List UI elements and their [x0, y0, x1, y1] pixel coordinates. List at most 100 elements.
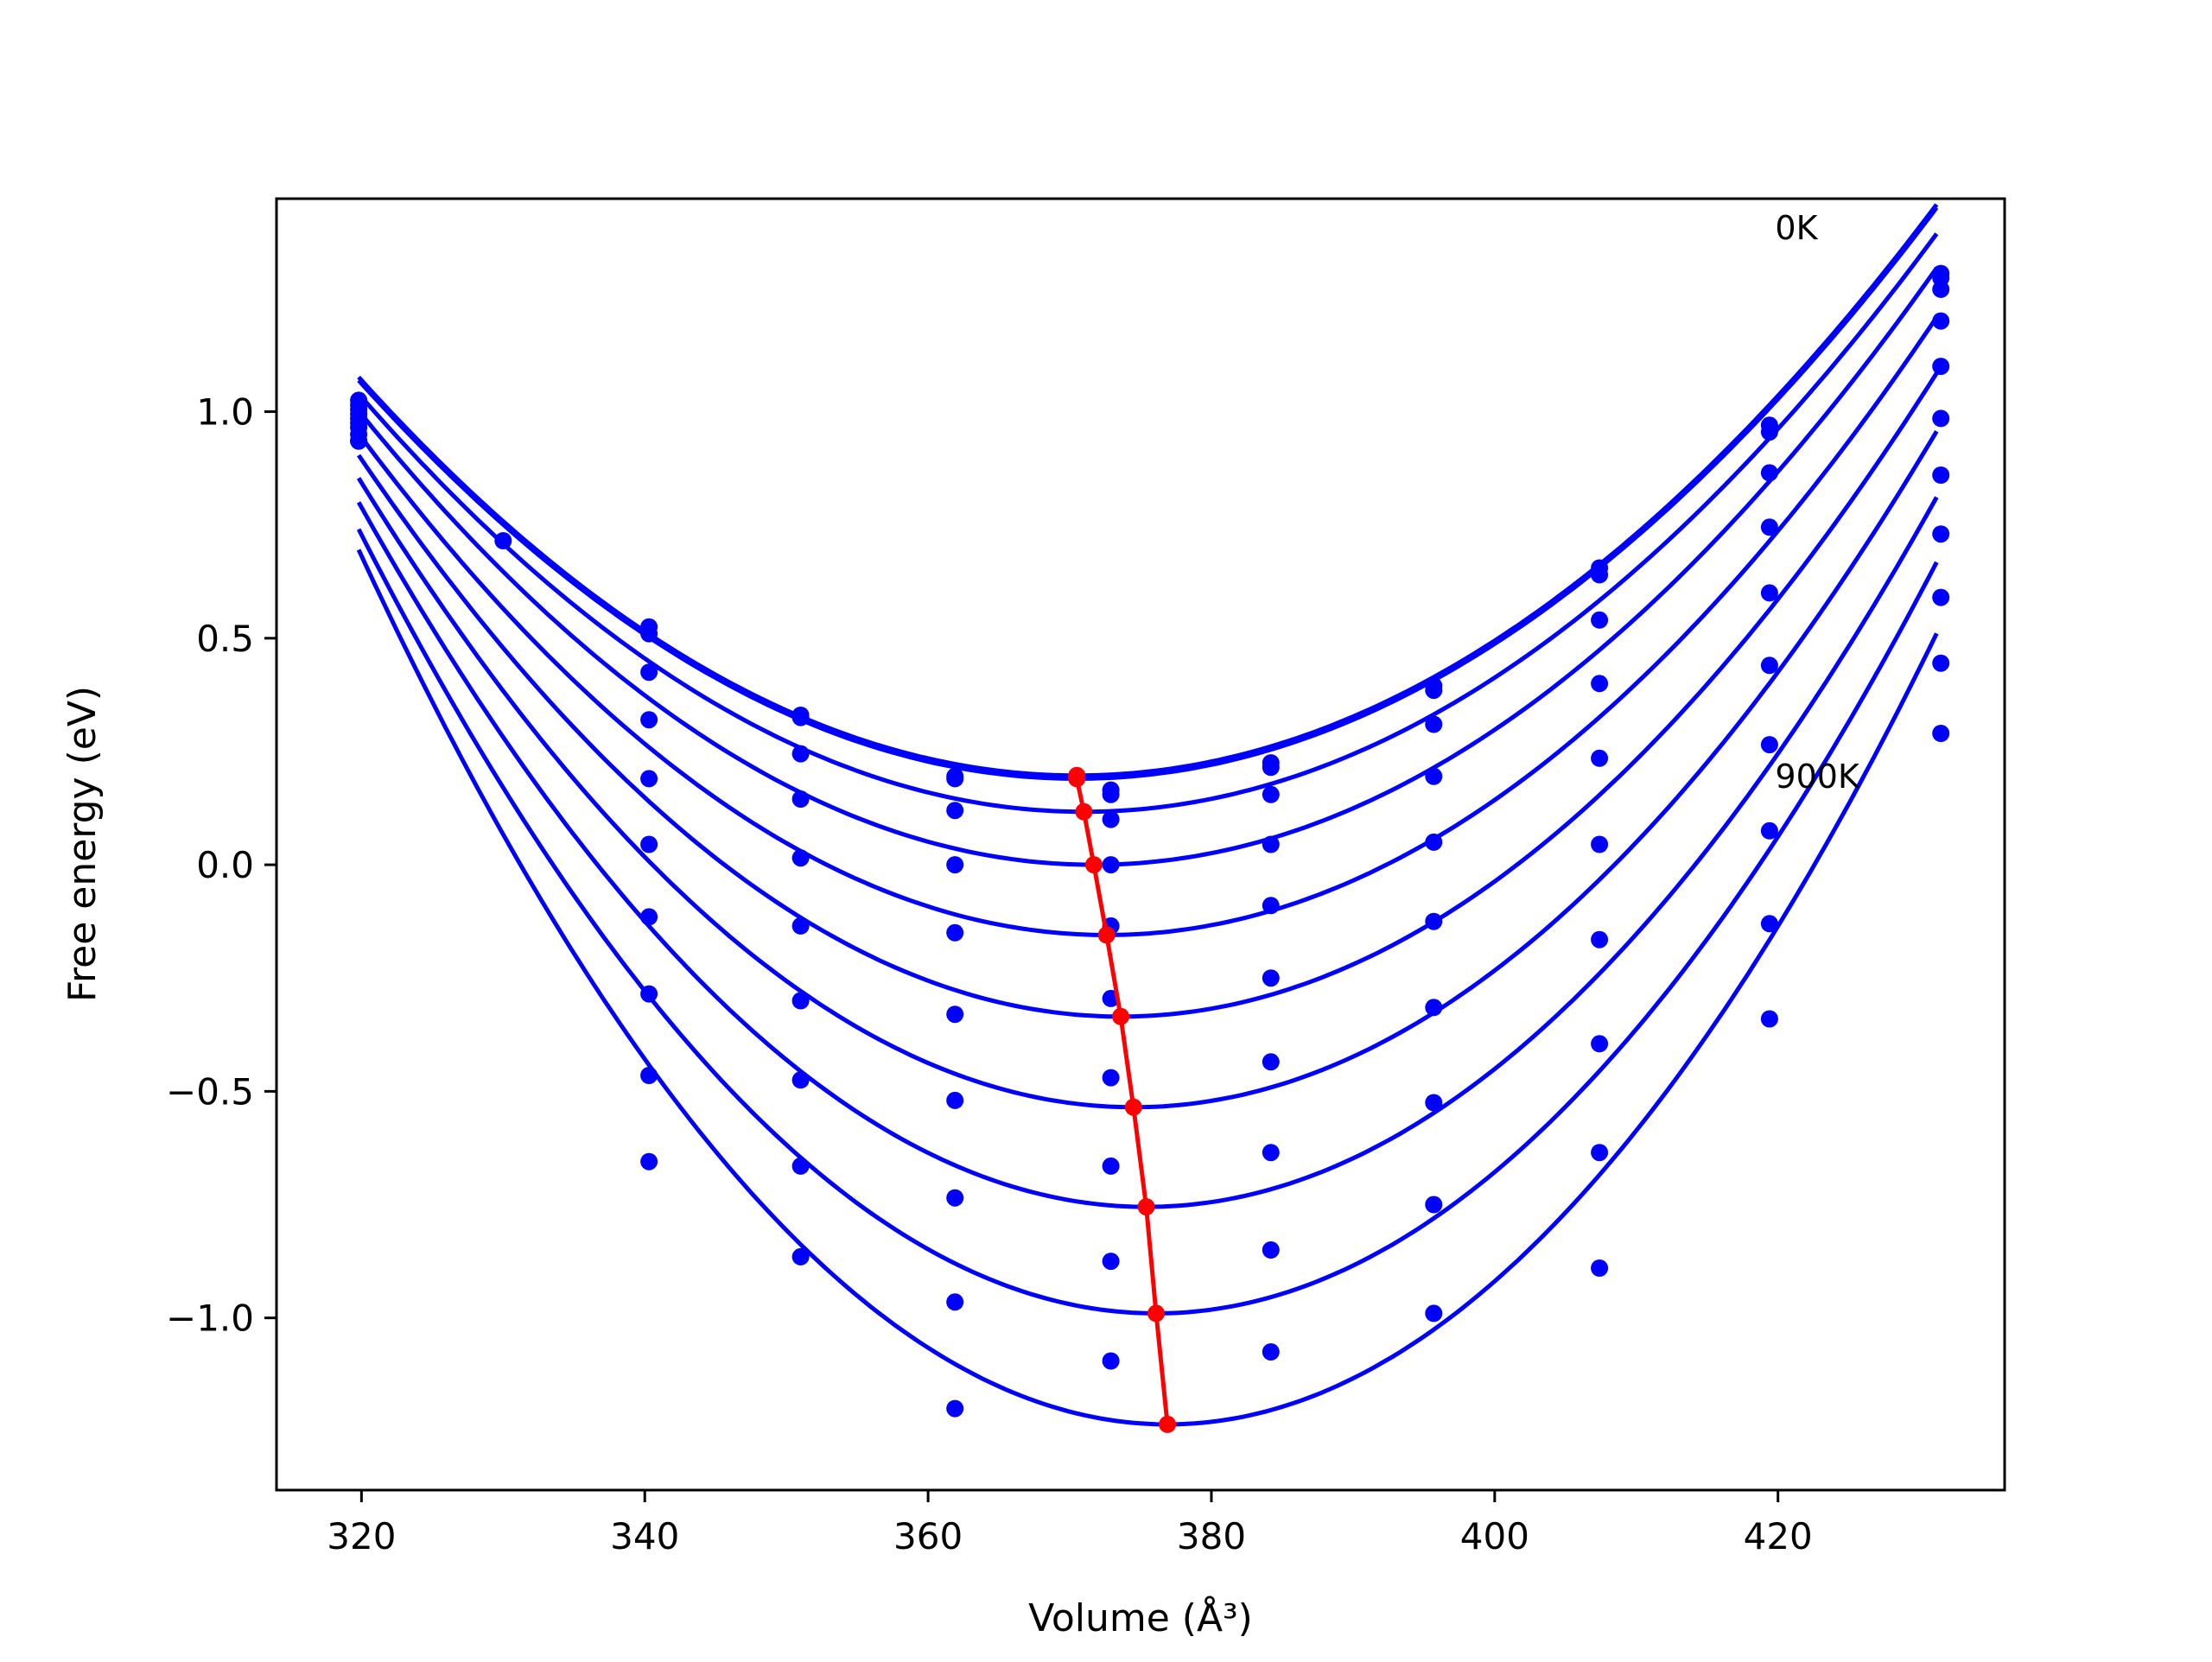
data-point-4-6	[1425, 833, 1443, 851]
data-point-6-2	[791, 992, 810, 1010]
data-point-7-9	[1932, 525, 1950, 543]
plot-frame	[275, 197, 2006, 1492]
minimum-point-9	[1159, 1415, 1177, 1433]
data-point-1-7	[1591, 566, 1609, 584]
data-point-1-1	[640, 625, 658, 643]
data-point-1-4	[1102, 785, 1120, 803]
minimum-point-3	[1084, 856, 1103, 874]
data-point-6-4	[1102, 1069, 1120, 1087]
x-tick-label-3: 380	[1177, 1515, 1246, 1557]
data-point-7-2	[791, 1071, 810, 1089]
data-point-5-2	[791, 917, 810, 935]
data-point-9-4	[1102, 1352, 1120, 1370]
data-point-9-7	[1591, 1259, 1609, 1277]
data-point-8-1	[640, 1067, 658, 1084]
data-point-8-5	[1262, 1241, 1280, 1259]
x-tick-label-5: 420	[1744, 1515, 1813, 1557]
x-tick-label-0: 320	[327, 1515, 396, 1557]
x-tick-label-2: 360	[893, 1515, 963, 1557]
data-point-0-1	[494, 532, 512, 549]
data-point-3-1	[640, 711, 658, 729]
minimum-point-6	[1124, 1098, 1142, 1116]
data-point-2-6	[1425, 715, 1443, 733]
data-point-7-1	[640, 985, 658, 1003]
data-point-7-3	[946, 1189, 964, 1207]
data-point-10-0	[1932, 725, 1950, 742]
data-point-6-5	[1262, 1053, 1280, 1071]
axis-ticks: 320 340 360 380 400 420 −1.0 −0.5 0.0 0.5 1.0	[166, 391, 1813, 1557]
fit-curve-6	[356, 430, 1939, 1110]
data-point-2-3	[946, 802, 964, 820]
data-point-8-3	[946, 1293, 964, 1311]
chart-annotations: 0K 900K	[1775, 209, 1860, 796]
plot-marks	[350, 203, 1950, 1433]
data-point-6-3	[946, 1091, 964, 1109]
data-point-4-9	[1932, 358, 1950, 376]
data-point-1-2	[791, 708, 810, 726]
data-point-4-5	[1262, 897, 1280, 915]
y-axis-label: Free energy (eV)	[60, 686, 105, 1002]
data-point-3-9	[1932, 312, 1950, 330]
fit-curve-5	[357, 371, 1939, 1019]
data-point-5-5	[1262, 969, 1280, 987]
data-point-2-2	[791, 745, 810, 763]
data-point-7-6	[1425, 1094, 1443, 1112]
data-point-5-1	[640, 835, 658, 853]
data-point-7-4	[1102, 1157, 1120, 1175]
data-point-4-1	[640, 770, 658, 788]
data-point-4-2	[791, 849, 810, 867]
data-point-1-3	[946, 770, 964, 788]
annotation-0: 0K	[1775, 209, 1818, 247]
data-point-5-3	[946, 1005, 964, 1024]
data-point-7-8	[1760, 821, 1778, 840]
y-tick-label-1: −0.5	[166, 1070, 254, 1113]
data-point-6-7	[1591, 930, 1609, 948]
minimum-point-5	[1112, 1007, 1129, 1025]
data-point-9-5	[1262, 1343, 1280, 1361]
data-point-6-9	[1932, 466, 1950, 484]
minimum-point-2	[1075, 802, 1093, 821]
data-point-9-0	[350, 391, 368, 409]
data-point-9-1	[640, 1152, 658, 1170]
data-point-3-7	[1591, 675, 1609, 693]
data-point-6-8	[1760, 736, 1778, 754]
data-point-9-2	[791, 1247, 810, 1266]
data-point-4-3	[946, 923, 964, 942]
data-point-3-3	[946, 856, 964, 874]
data-point-3-6	[1425, 767, 1443, 785]
data-point-1-8	[1760, 423, 1778, 441]
fit-curve-1	[357, 206, 1939, 781]
minimum-line	[1074, 775, 1170, 1425]
data-point-3-4	[1102, 856, 1120, 874]
data-point-7-7	[1591, 1035, 1609, 1053]
y-tick-label-3: 0.5	[196, 618, 254, 660]
data-point-2-5	[1262, 785, 1280, 803]
data-point-2-1	[640, 663, 658, 682]
data-point-8-9	[1932, 588, 1950, 606]
minimum-point-7	[1137, 1198, 1155, 1216]
data-point-5-9	[1932, 409, 1950, 428]
data-point-6-6	[1425, 999, 1443, 1017]
y-tick-label-0: −1.0	[166, 1297, 254, 1340]
data-point-2-7	[1591, 611, 1609, 629]
data-point-8-4	[1102, 1253, 1120, 1271]
data-point-8-7	[1591, 1144, 1609, 1162]
data-point-2-4	[1102, 810, 1120, 828]
data-point-3-2	[791, 790, 810, 808]
annotation-1: 900K	[1775, 758, 1860, 796]
fit-curve-2	[357, 232, 1939, 815]
x-tick-label-1: 340	[610, 1515, 679, 1557]
y-tick-label-2: 0.0	[196, 844, 254, 886]
data-point-9-9	[1932, 654, 1950, 672]
data-point-9-3	[946, 1399, 964, 1418]
minimum-point-8	[1147, 1304, 1165, 1323]
minimum-point-1	[1068, 770, 1086, 788]
x-tick-label-4: 400	[1460, 1515, 1529, 1557]
data-point-3-8	[1760, 518, 1778, 536]
x-axis-label: Volume (Å³)	[1028, 1595, 1253, 1640]
data-point-8-6	[1425, 1196, 1443, 1214]
data-point-9-6	[1425, 1304, 1443, 1323]
